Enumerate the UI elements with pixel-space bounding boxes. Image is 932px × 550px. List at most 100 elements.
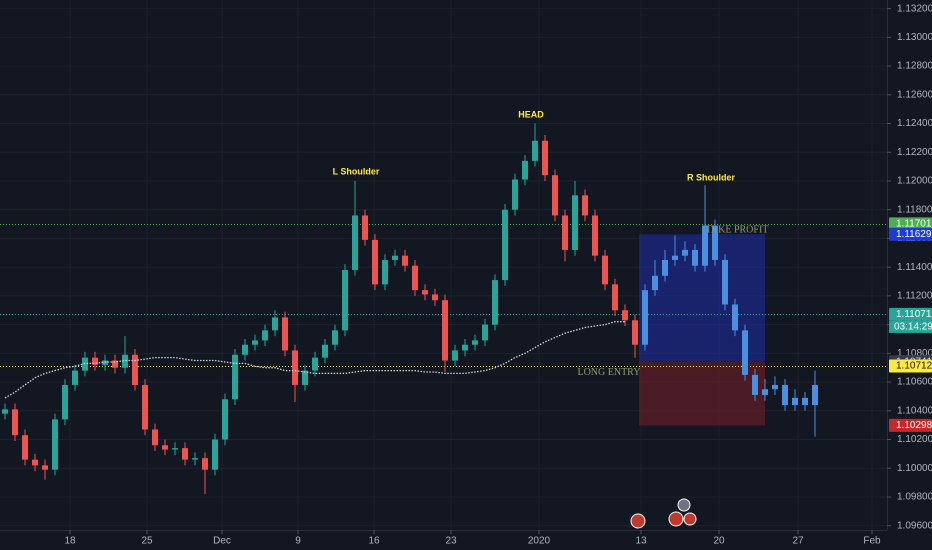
- candle-body: [512, 179, 518, 210]
- long-entry-label: LONG ENTRY: [577, 367, 640, 378]
- candle-body: [672, 255, 678, 260]
- event-icon[interactable]: [668, 511, 684, 527]
- x-tick-label: Feb: [863, 536, 881, 547]
- x-tick-label: 20: [713, 536, 725, 547]
- y-tick-label: 1.12200: [897, 147, 932, 158]
- candle-body: [272, 317, 278, 331]
- candle-body: [202, 458, 208, 470]
- candle-body: [472, 340, 478, 345]
- candle-body: [682, 249, 688, 256]
- candle-body: [262, 330, 268, 341]
- axes: 1.13200 1.13000 1.12800 1.12600 1.12400 1.122…: [64, 3, 932, 547]
- x-tick-label: 27: [792, 536, 804, 547]
- candle-body: [752, 374, 758, 395]
- price-tag-label: 1.10712: [896, 361, 932, 372]
- candle-body: [132, 354, 138, 385]
- candle-body: [612, 284, 618, 311]
- candle-body: [562, 215, 568, 250]
- candle-body: [322, 344, 328, 358]
- candle-body: [352, 215, 358, 271]
- candle-body: [312, 357, 318, 371]
- candle-body: [92, 357, 98, 365]
- candle-body: [82, 357, 88, 371]
- candle-body: [532, 140, 538, 161]
- candle-body: [392, 255, 398, 260]
- y-tick-label: 1.10400: [897, 405, 932, 416]
- candle-body: [182, 448, 188, 460]
- candle-body: [732, 304, 738, 331]
- event-icon[interactable]: [683, 512, 697, 526]
- moving-average: [4, 321, 625, 399]
- price-tag: [889, 359, 932, 373]
- candle-body: [502, 209, 508, 281]
- candle-body: [492, 280, 498, 325]
- candle-body: [42, 465, 48, 470]
- candle-body: [602, 255, 608, 285]
- x-tick-label: 13: [635, 536, 647, 547]
- x-tick-label: 25: [141, 536, 153, 547]
- x-tick-label: 9: [295, 536, 301, 547]
- price-tag-label: 1.10298: [896, 420, 932, 431]
- candle-body: [552, 175, 558, 216]
- y-tick-label: 1.10000: [897, 463, 932, 474]
- x-tick-label: 2020: [528, 536, 551, 547]
- candle-body: [372, 239, 378, 285]
- x-tick-label: 18: [64, 536, 76, 547]
- countdown-tag: [889, 320, 932, 333]
- take-profit-label: TAKE PROFIT: [706, 225, 769, 236]
- pattern-annotation: R Shoulder: [687, 172, 735, 182]
- candle-body: [642, 290, 648, 345]
- candle-body: [232, 354, 238, 400]
- candle-body: [332, 330, 338, 345]
- candle-body: [32, 459, 38, 466]
- candle-body: [142, 384, 148, 430]
- y-tick-label: 1.12400: [897, 118, 932, 129]
- candle-body: [592, 215, 598, 256]
- candle-body: [162, 445, 168, 450]
- candle-body: [742, 330, 748, 375]
- candle-body: [192, 458, 198, 460]
- y-tick-label: 1.10600: [897, 377, 932, 388]
- candle-body: [382, 259, 388, 285]
- y-tick-label: 1.12600: [897, 89, 932, 100]
- candle-body: [802, 397, 808, 406]
- pattern-annotation: HEAD: [518, 109, 544, 119]
- candle-body: [52, 419, 58, 470]
- y-tick-label: 1.12000: [897, 176, 932, 187]
- plot-area: TAKE PROFIT LONG ENTRY L Shoulder HEAD R Sho…: [0, 109, 887, 495]
- x-tick-label: 23: [445, 536, 457, 547]
- candle-body: [452, 350, 458, 361]
- candle-body: [242, 344, 248, 355]
- candle-body: [442, 300, 448, 361]
- y-tick-label: 1.11800: [897, 204, 932, 215]
- candle-body: [2, 409, 8, 414]
- y-tick-label: 1.13000: [897, 32, 932, 43]
- candle-body: [172, 448, 178, 450]
- y-tick-label: 1.10800: [897, 348, 932, 359]
- candle-body: [652, 275, 658, 291]
- candle-body: [582, 195, 588, 216]
- candle-body: [432, 294, 438, 301]
- candle-body: [252, 340, 258, 345]
- candle-body: [342, 270, 348, 331]
- candle-body: [482, 324, 488, 341]
- price-tag-label: 1.11701: [896, 219, 932, 230]
- candle-body: [782, 384, 788, 406]
- candle-body: [542, 140, 548, 176]
- candle-body: [572, 195, 578, 250]
- candle-body: [792, 397, 798, 406]
- candle-body: [302, 370, 308, 385]
- candle-body: [412, 265, 418, 291]
- candle-body: [522, 160, 528, 180]
- candle-body: [762, 389, 768, 395]
- candle-body: [622, 310, 628, 321]
- candle-body: [22, 435, 28, 460]
- candle-body: [772, 384, 778, 390]
- candle-body: [102, 360, 108, 365]
- candle-body: [212, 439, 218, 470]
- event-icon[interactable]: [677, 498, 691, 512]
- candle-body: [62, 384, 68, 420]
- event-icon[interactable]: [630, 513, 646, 529]
